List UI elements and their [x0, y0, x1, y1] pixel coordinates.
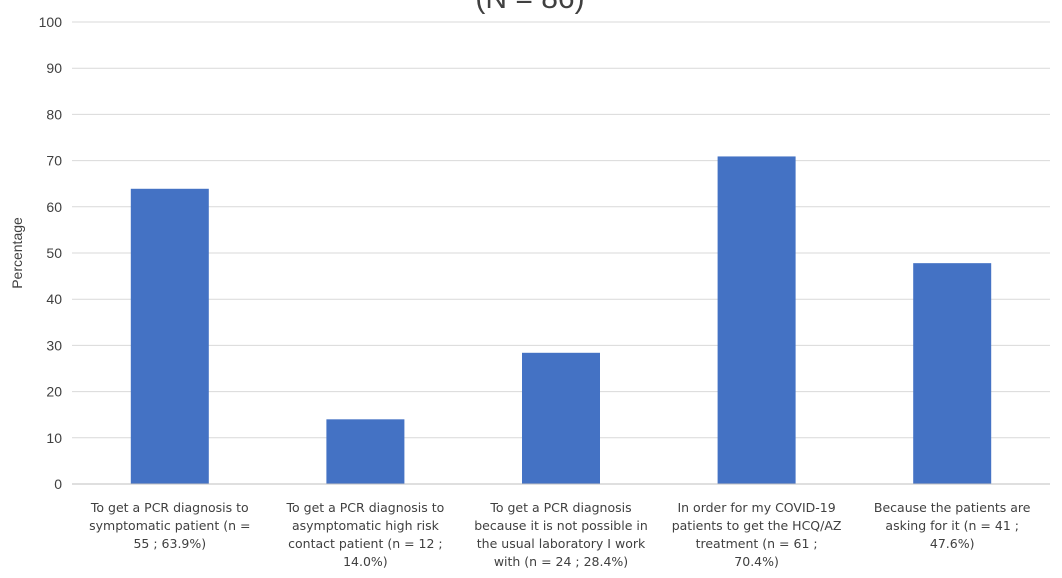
x-tick-label-line: To get a PCR diagnosis: [489, 500, 631, 515]
y-tick-label: 60: [46, 199, 62, 215]
x-tick-label-line: contact patient (n = 12 ;: [288, 536, 443, 551]
bar: [326, 419, 405, 484]
x-tick-label-line: asking for it (n = 41 ;: [885, 518, 1019, 533]
x-tick-label-line: To get a PCR diagnosis to: [286, 500, 445, 515]
x-tick-label-line: asymptomatic high risk: [292, 518, 440, 533]
gridlines: [72, 21, 1050, 439]
bars: [130, 156, 992, 485]
x-tick-label-line: 47.6%): [930, 536, 975, 551]
y-tick-label: 40: [46, 291, 62, 307]
x-tick-label-line: with (n = 24 ; 28.4%): [494, 554, 628, 569]
y-tick-label: 0: [54, 476, 62, 492]
y-tick-label: 10: [46, 430, 62, 446]
x-tick-label: In order for my COVID-19 patients to get …: [672, 500, 842, 569]
chart-title: (N = 86): [475, 0, 584, 15]
x-tick-label: Because the patients are asking for it (n…: [874, 500, 1031, 551]
y-tick-label: 70: [46, 153, 62, 169]
x-tick-label-line: In order for my COVID-19: [677, 500, 835, 515]
y-tick-label: 20: [46, 384, 62, 400]
x-tick-label: To get a PCR diagnosis to asymptomatic hi…: [286, 500, 445, 569]
y-axis-label: Percentage: [9, 217, 25, 289]
x-tick-label-line: Because the patients are: [874, 500, 1031, 515]
x-tick-label-line: symptomatic patient (n =: [89, 518, 250, 533]
x-axis-labels: To get a PCR diagnosis to symptomatic pat…: [89, 500, 1031, 569]
x-tick-label: To get a PCR diagnosis to symptomatic pat…: [89, 500, 250, 551]
x-tick-label-line: treatment (n = 61 ;: [696, 536, 818, 551]
y-axis-ticks: 0 10 20 30 40 50 60 70 80 90 100: [39, 14, 63, 492]
bar: [717, 156, 796, 484]
bar: [522, 352, 600, 484]
x-tick-label-line: To get a PCR diagnosis to: [90, 500, 249, 515]
x-tick-label-line: the usual laboratory I work: [477, 536, 646, 551]
x-tick-label-line: patients to get the HCQ/AZ: [672, 518, 842, 533]
y-tick-label: 90: [46, 60, 62, 76]
bar: [130, 188, 209, 485]
x-tick-label-line: because it is not possible in: [474, 518, 648, 533]
y-tick-label: 30: [46, 337, 62, 353]
x-tick-label-line: 70.4%): [734, 554, 779, 569]
bar: [913, 263, 992, 484]
x-tick-label-line: 55 ; 63.9%): [133, 536, 206, 551]
x-tick-label: To get a PCR diagnosis because it is not …: [474, 500, 648, 569]
y-tick-label: 50: [46, 245, 62, 261]
y-tick-label: 80: [46, 106, 62, 122]
x-tick-label-line: 14.0%): [343, 554, 388, 569]
y-tick-label: 100: [39, 14, 63, 30]
